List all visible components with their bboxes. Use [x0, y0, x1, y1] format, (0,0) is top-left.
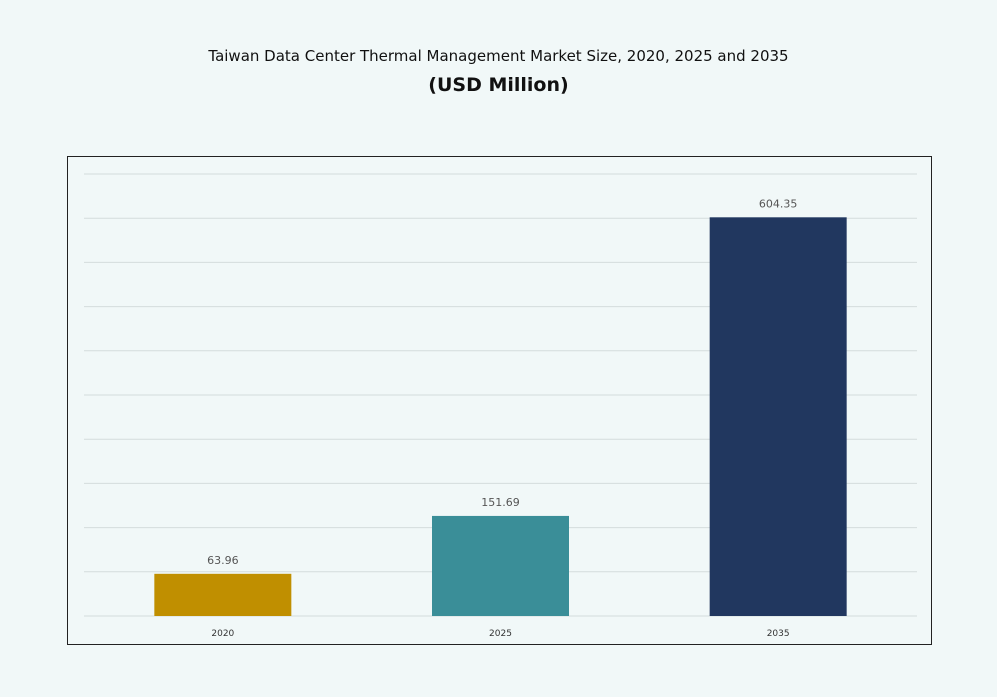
bar-2020 — [154, 573, 292, 616]
chart-title: Taiwan Data Center Thermal Management Ma… — [208, 47, 789, 65]
bar-2035 — [709, 217, 847, 617]
x-tick-label-2025: 2025 — [489, 629, 512, 639]
data-label-2020: 63.96 — [207, 554, 239, 567]
x-tick-label-2035: 2035 — [767, 629, 790, 639]
chart-subtitle: (USD Million) — [428, 74, 569, 96]
data-label-2035: 604.35 — [759, 197, 798, 210]
x-tick-label-2020: 2020 — [211, 629, 234, 639]
chart-frame — [67, 156, 932, 645]
data-label-2025: 151.69 — [481, 496, 520, 509]
bar-2025 — [432, 515, 569, 616]
